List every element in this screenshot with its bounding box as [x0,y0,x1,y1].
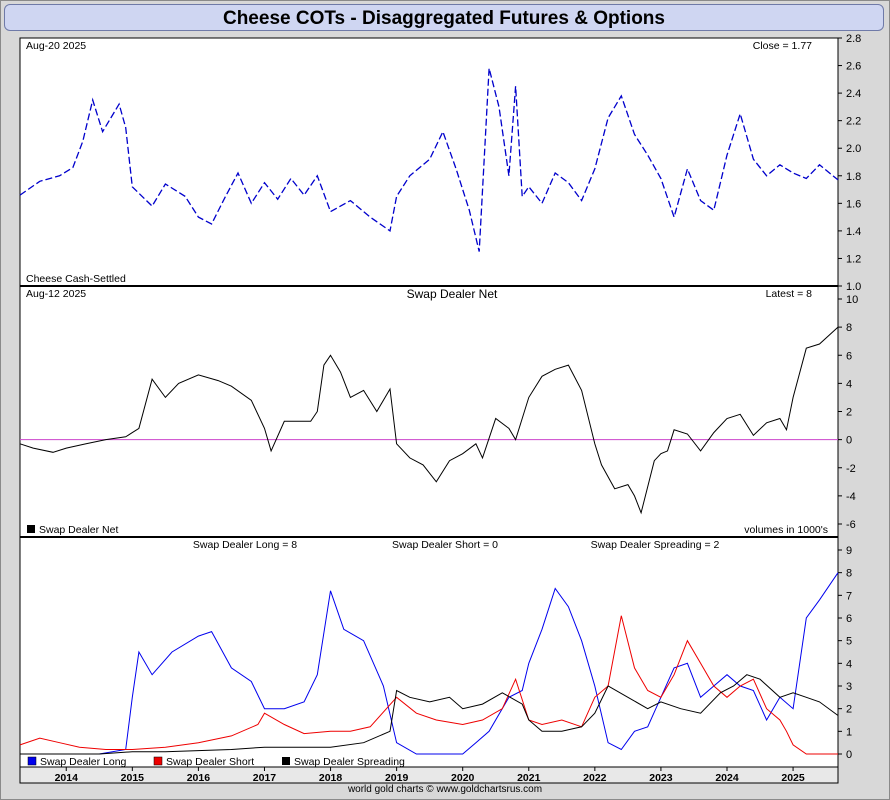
x-tick-label: 2025 [781,772,805,784]
x-tick-label: 2023 [649,772,673,784]
price-close-label: Close = 1.77 [753,40,812,52]
positions-y-axis: 0 1 2 3 4 5 6 7 8 9 [838,545,852,761]
pos-ytick-label: 1 [846,726,852,738]
net-legend-label: Swap Dealer Net [39,524,118,536]
price-ytick-label: 2.8 [846,33,861,45]
net-line-0 [19,326,839,515]
price-ytick-label: 1.6 [846,198,861,210]
x-tick-label: 2015 [121,772,145,784]
positions-series [19,572,839,755]
net-ytick-label: 8 [846,322,852,334]
pos-ytick-label: 5 [846,636,852,648]
price-ytick-label: 2.4 [846,88,861,100]
short-reading-label: Swap Dealer Short = 0 [392,539,498,551]
pos-ytick-label: 2 [846,704,852,716]
x-tick-label: 2018 [319,772,343,784]
x-tick-label: 2020 [451,772,475,784]
net-panel [19,285,839,538]
price-panel [19,37,839,287]
x-tick-label: 2024 [715,772,739,784]
price-series-label: Cheese Cash-Settled [26,273,126,285]
pos-ytick-label: 4 [846,658,852,670]
page-title: Cheese COTs - Disaggregated Futures & Op… [4,4,884,31]
price-ytick-label: 2.6 [846,61,861,73]
legend-swatch-short [153,756,163,766]
net-y-axis: -6 -4 -2 0 2 4 6 8 10 [838,294,858,531]
net-date-label: Aug-12 2025 [26,288,86,300]
legend-swatch-spreading [282,757,290,765]
x-tick-label: 2021 [517,772,541,784]
x-tick-label: 2019 [385,772,409,784]
long-reading-label: Swap Dealer Long = 8 [193,539,297,551]
net-ytick-label: -4 [846,491,856,503]
price-y-axis: 1.0 1.2 1.4 1.6 1.8 2.0 2.2 2.4 2.6 2.8 [838,33,861,293]
price-ytick-label: 1.4 [846,226,861,238]
pos-ytick-label: 7 [846,590,852,602]
net-ytick-label: 6 [846,350,852,362]
price-line-0 [19,68,839,252]
pos-ytick-label: 6 [846,613,852,625]
price-ytick-label: 1.2 [846,253,861,265]
pos-ytick-label: 3 [846,681,852,693]
pos-ytick-label: 9 [846,545,852,557]
price-series [19,68,839,252]
legend-label-spreading: Swap Dealer Spreading [294,756,405,768]
x-tick-label: 2014 [55,772,79,784]
x-axis-strip [19,766,839,784]
net-legend-swatch [27,525,35,533]
x-tick-label: 2022 [583,772,607,784]
positions-panel [19,536,839,768]
x-axis: 2014 2015 2016 2017 2018 2019 2020 2021 2022 2023… [55,767,805,784]
net-ytick-label: 2 [846,407,852,419]
legend-swatch-long [27,756,37,766]
net-ytick-label: 4 [846,378,852,390]
pos-line-2 [20,674,839,755]
net-ytick-label: -2 [846,463,856,475]
legend-label-short: Swap Dealer Short [166,756,254,768]
net-series [19,326,839,515]
price-ytick-label: 1.0 [846,281,861,293]
net-ytick-label: 10 [846,294,858,306]
net-volume-note: volumes in 1000's [744,524,828,536]
legend-label-long: Swap Dealer Long [40,756,127,768]
net-ytick-label: -6 [846,519,856,531]
net-ytick-label: 0 [846,435,852,447]
x-tick-label: 2017 [253,772,277,784]
x-tick-label: 2016 [187,772,211,784]
pos-line-0 [20,572,839,755]
price-date-label: Aug-20 2025 [26,40,86,52]
spreading-reading-label: Swap Dealer Spreading = 2 [591,539,720,551]
net-panel-title: Swap Dealer Net [407,287,498,301]
net-latest-label: Latest = 8 [766,288,813,300]
footer-credit: world gold charts © www.goldchartsrus.co… [347,784,543,795]
price-ytick-label: 2.0 [846,143,861,155]
price-ytick-label: 2.2 [846,116,861,128]
pos-ytick-label: 8 [846,568,852,580]
pos-ytick-label: 0 [846,749,852,761]
price-ytick-label: 1.8 [846,171,861,183]
